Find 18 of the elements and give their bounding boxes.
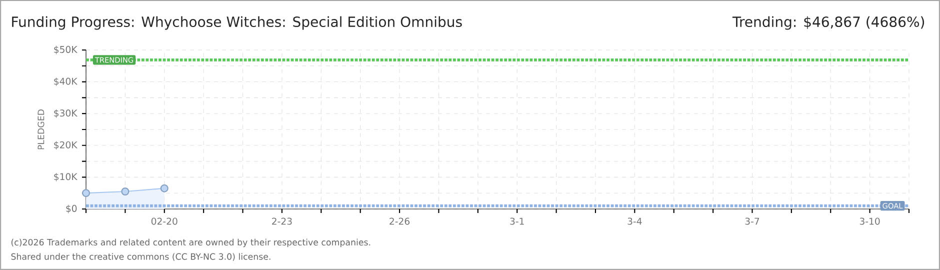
y-tick-label: $30K	[54, 109, 78, 118]
x-tick-label: 3-4	[628, 218, 642, 225]
chart-title: Funding Progress: Whychoose Witches: Special Edition Omnibus	[12, 16, 462, 30]
y-tick-label: $10K	[54, 172, 78, 182]
y-tick-label: $40K	[54, 78, 78, 86]
y-tick-label: $20K	[54, 141, 78, 150]
y-axis-title: PLEDGED	[38, 109, 44, 150]
text: Shared under the creative commons (CC BY-NC 3.0) license.	[11, 253, 270, 261]
y-tick-label: $0	[66, 204, 77, 214]
chart-subtitle: Trending: $46,867 (4686%)	[732, 16, 924, 30]
y-tick-label: $50K	[54, 46, 78, 54]
x-tick-label: 02-20	[151, 218, 178, 225]
x-tick-label: 2-26	[390, 218, 410, 225]
text: (c)2026 Trademarks and related content are owned by their respective companies.	[11, 238, 370, 248]
x-tick-label: 3-1	[510, 218, 524, 225]
x-tick-label: 3-10	[860, 218, 880, 225]
x-tick-label: 3-7	[745, 218, 760, 225]
x-tick-label: 2-23	[272, 218, 292, 225]
